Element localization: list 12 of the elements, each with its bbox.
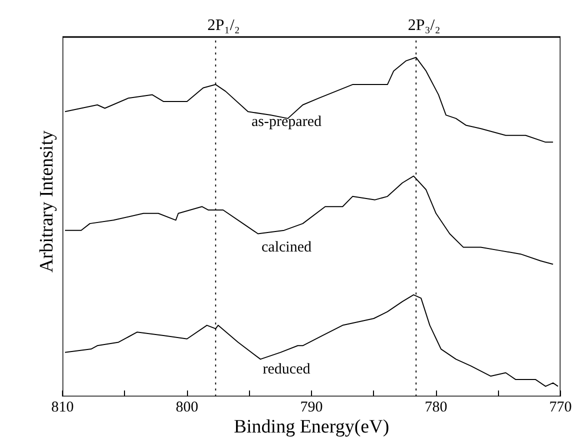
- x-tick-label: 800: [176, 400, 198, 416]
- x-tick-label: 770: [549, 400, 572, 416]
- series-label: calcined: [262, 240, 312, 256]
- x-tick-label: 790: [300, 400, 323, 416]
- ref-line-label: 2P₃/₂: [408, 17, 440, 34]
- y-axis-title: Arbitrary Intensity: [36, 130, 58, 272]
- x-axis-title: Binding Energy(eV): [234, 416, 390, 438]
- ref-line-label: 2P₁/₂: [207, 17, 240, 34]
- series-label: reduced: [262, 362, 311, 378]
- x-tick-label: 810: [51, 400, 74, 416]
- x-tick-label: 780: [424, 400, 448, 416]
- series-label: as-prepared: [252, 114, 322, 130]
